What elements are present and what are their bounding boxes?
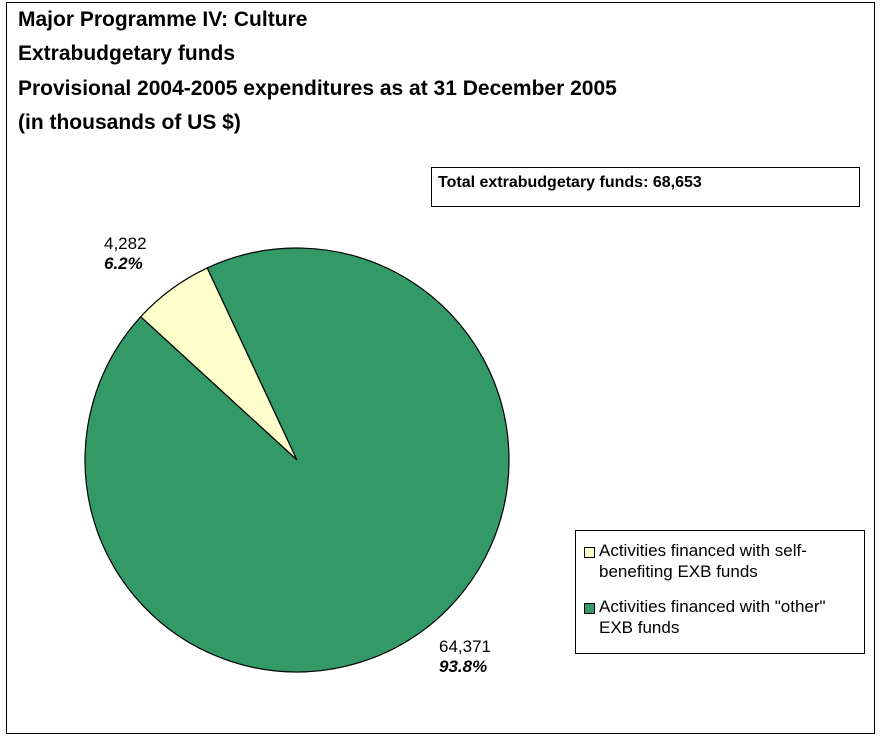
chart-title-line-3: Provisional 2004-2005 expenditures as at… <box>18 77 617 100</box>
slice-percent-label-self-benefiting: 6.2% <box>104 254 143 273</box>
slice-label-other: 64,371 93.8% <box>439 637 491 677</box>
slice-value-label-other: 64,371 <box>439 637 491 656</box>
chart-title-line-2: Extrabudgetary funds <box>18 42 236 65</box>
chart-legend: Activities financed with self-benefiting… <box>575 530 865 654</box>
slice-label-self-benefiting: 4,282 6.2% <box>104 234 147 274</box>
pie-slice-other <box>84 247 510 673</box>
legend-label-other: Activities financed with "other" EXB fun… <box>599 597 826 637</box>
legend-swatch-other <box>584 603 595 614</box>
total-funds-box: Total extrabudgetary funds: 68,653 <box>431 167 860 207</box>
chart-title-line-4: (in thousands of US $) <box>18 111 241 134</box>
legend-swatch-self-benefiting <box>584 547 595 558</box>
legend-label-self-benefiting: Activities financed with self-benefiting… <box>599 541 807 581</box>
chart-title-line-1: Major Programme IV: Culture <box>18 8 308 31</box>
slice-value-label-self-benefiting: 4,282 <box>104 234 147 253</box>
slice-percent-label-other: 93.8% <box>439 657 488 676</box>
